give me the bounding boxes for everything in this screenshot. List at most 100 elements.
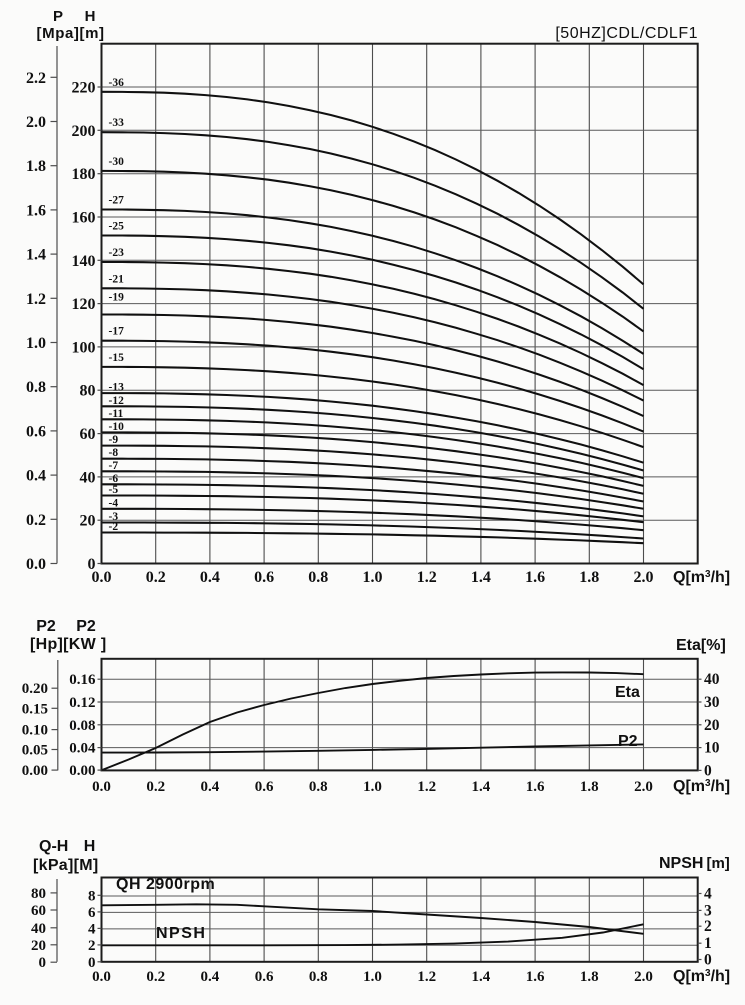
svg-text:20: 20 xyxy=(704,717,720,734)
svg-text:0: 0 xyxy=(88,556,96,573)
svg-text:0.00: 0.00 xyxy=(69,763,95,779)
svg-text:2.0: 2.0 xyxy=(634,569,654,586)
svg-text:-6: -6 xyxy=(109,473,119,485)
svg-text:0.00: 0.00 xyxy=(22,763,48,779)
svg-text:-13: -13 xyxy=(109,382,125,394)
svg-text:H: H xyxy=(85,8,96,25)
svg-text:[kPa][M]: [kPa][M] xyxy=(33,857,99,874)
svg-text:6: 6 xyxy=(88,905,96,921)
svg-text:0.6: 0.6 xyxy=(254,569,274,586)
svg-text:0.2: 0.2 xyxy=(146,969,165,985)
svg-text:0.8: 0.8 xyxy=(309,779,328,795)
svg-text:40: 40 xyxy=(80,469,96,486)
svg-text:0.20: 0.20 xyxy=(22,681,48,697)
svg-text:-27: -27 xyxy=(109,195,125,207)
svg-text:30: 30 xyxy=(704,694,720,711)
svg-text:1.4: 1.4 xyxy=(472,969,491,985)
svg-text:2: 2 xyxy=(88,938,96,954)
svg-text:1.4: 1.4 xyxy=(471,569,491,586)
svg-text:0.2: 0.2 xyxy=(146,569,166,586)
svg-text:80: 80 xyxy=(80,383,96,400)
svg-text:4: 4 xyxy=(88,921,96,937)
svg-text:0.10: 0.10 xyxy=(22,723,48,739)
svg-text:1.8: 1.8 xyxy=(26,158,46,175)
svg-text:1.2: 1.2 xyxy=(26,291,46,308)
svg-text:0.8: 0.8 xyxy=(308,569,328,586)
svg-text:-4: -4 xyxy=(109,497,119,509)
svg-text:0.15: 0.15 xyxy=(22,701,48,717)
svg-text:1.4: 1.4 xyxy=(472,779,491,795)
svg-text:-7: -7 xyxy=(109,460,119,472)
svg-text:0.4: 0.4 xyxy=(201,969,220,985)
svg-text:Eta[%]: Eta[%] xyxy=(676,637,726,654)
svg-text:NPSH[m]: NPSH [m] xyxy=(659,855,730,872)
svg-text:1.6: 1.6 xyxy=(525,569,545,586)
svg-text:[Mpa][m]: [Mpa][m] xyxy=(37,25,105,42)
svg-text:-9: -9 xyxy=(109,434,119,446)
svg-text:0: 0 xyxy=(704,762,712,779)
svg-text:-10: -10 xyxy=(109,421,125,433)
svg-text:60: 60 xyxy=(31,903,46,919)
svg-text:220: 220 xyxy=(72,80,96,97)
svg-text:0.05: 0.05 xyxy=(22,743,48,759)
svg-text:-3: -3 xyxy=(109,511,119,523)
svg-text:-12: -12 xyxy=(109,395,125,407)
svg-text:0.4: 0.4 xyxy=(200,569,220,586)
svg-text:120: 120 xyxy=(72,296,96,313)
svg-text:2.2: 2.2 xyxy=(26,70,46,87)
svg-text:0: 0 xyxy=(704,952,712,969)
svg-text:-21: -21 xyxy=(109,273,125,285)
svg-text:H: H xyxy=(84,838,96,855)
svg-text:0.8: 0.8 xyxy=(26,379,46,396)
svg-text:0.6: 0.6 xyxy=(255,969,274,985)
svg-text:1.6: 1.6 xyxy=(26,202,46,219)
svg-text:0.0: 0.0 xyxy=(92,779,111,795)
svg-text:[Hp][KW ]: [Hp][KW ] xyxy=(30,636,106,653)
svg-text:1.8: 1.8 xyxy=(579,569,599,586)
svg-text:40: 40 xyxy=(31,921,46,937)
svg-text:1.8: 1.8 xyxy=(580,969,599,985)
svg-text:0.12: 0.12 xyxy=(69,695,95,711)
svg-text:1.4: 1.4 xyxy=(26,247,46,264)
svg-text:200: 200 xyxy=(72,123,96,140)
svg-text:20: 20 xyxy=(31,938,46,954)
svg-text:0: 0 xyxy=(88,955,96,971)
svg-text:0.4: 0.4 xyxy=(201,779,220,795)
svg-text:1.2: 1.2 xyxy=(417,969,436,985)
svg-text:0.4: 0.4 xyxy=(26,468,46,485)
svg-text:2.0: 2.0 xyxy=(26,114,46,131)
svg-text:-11: -11 xyxy=(109,408,124,420)
svg-text:P2: P2 xyxy=(36,618,56,635)
svg-text:60: 60 xyxy=(80,426,96,443)
svg-text:-17: -17 xyxy=(109,326,125,338)
svg-text:1.2: 1.2 xyxy=(417,779,436,795)
svg-text:0.2: 0.2 xyxy=(146,779,165,795)
svg-text:3: 3 xyxy=(704,902,712,919)
svg-text:Eta: Eta xyxy=(615,684,640,701)
svg-text:Q[m3/h]: Q[m3/h] xyxy=(673,968,730,985)
svg-text:0.8: 0.8 xyxy=(309,969,328,985)
svg-text:1.6: 1.6 xyxy=(526,969,545,985)
svg-text:QH 2900rpm: QH 2900rpm xyxy=(116,876,215,893)
svg-text:1.8: 1.8 xyxy=(580,779,599,795)
svg-text:1.2: 1.2 xyxy=(417,569,437,586)
svg-text:2.0: 2.0 xyxy=(634,969,653,985)
svg-text:Q[m3/h]: Q[m3/h] xyxy=(673,569,730,586)
svg-text:-5: -5 xyxy=(109,484,119,496)
svg-text:0.04: 0.04 xyxy=(69,741,96,757)
svg-text:-30: -30 xyxy=(109,156,125,168)
svg-text:[50HZ]CDL/CDLF1: [50HZ]CDL/CDLF1 xyxy=(555,25,698,42)
svg-text:180: 180 xyxy=(72,166,96,183)
svg-text:140: 140 xyxy=(72,253,96,270)
svg-text:80: 80 xyxy=(31,886,46,902)
svg-text:0.0: 0.0 xyxy=(92,569,112,586)
svg-text:1.0: 1.0 xyxy=(26,335,46,352)
svg-text:-33: -33 xyxy=(109,117,125,129)
svg-text:0.0: 0.0 xyxy=(92,969,111,985)
svg-text:-23: -23 xyxy=(109,247,125,259)
svg-text:2: 2 xyxy=(704,918,712,935)
svg-text:-15: -15 xyxy=(109,352,125,364)
svg-text:0: 0 xyxy=(39,955,47,971)
svg-text:P: P xyxy=(53,8,63,25)
svg-text:4: 4 xyxy=(704,886,712,903)
